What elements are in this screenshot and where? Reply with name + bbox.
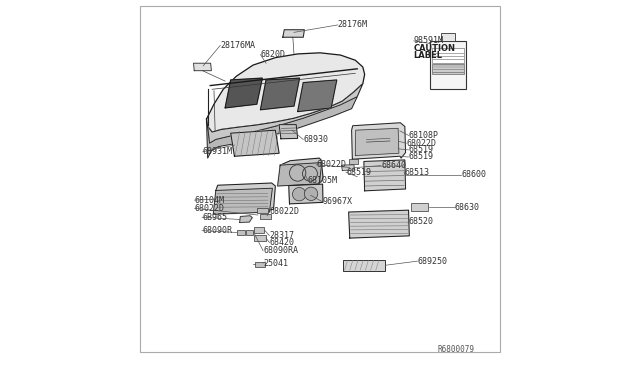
Text: 6820D: 6820D [260,50,285,59]
Bar [433,65,463,68]
Text: 68519: 68519 [408,145,433,154]
Polygon shape [289,184,323,204]
Bar [260,214,271,219]
Bar [433,69,463,70]
Polygon shape [225,78,262,108]
Bar [431,41,466,89]
Bar [433,48,465,63]
Polygon shape [355,128,399,155]
Bar [433,64,465,74]
Text: 28176M: 28176M [338,20,368,29]
Polygon shape [349,210,410,238]
Polygon shape [278,163,322,186]
Polygon shape [283,30,305,37]
Bar [441,33,456,41]
Text: 28317: 28317 [269,231,294,240]
Polygon shape [215,183,275,212]
Bar [237,230,245,235]
Text: CAUTION: CAUTION [413,44,456,53]
Text: 68600: 68600 [461,170,486,179]
Text: 68104M: 68104M [195,196,225,205]
Polygon shape [279,158,323,184]
Text: 6B965: 6B965 [202,213,227,222]
Polygon shape [279,125,298,139]
Text: 68931M: 68931M [203,147,233,156]
Text: 689250: 689250 [417,257,447,266]
Text: 68022D: 68022D [406,139,436,148]
Text: 68108P: 68108P [408,131,438,140]
Text: 68022D: 68022D [269,207,300,216]
Text: 68105M: 68105M [308,176,338,185]
Text: LABEL: LABEL [413,51,443,60]
Bar [349,159,358,164]
Text: 68513: 68513 [404,168,429,177]
Circle shape [305,187,318,201]
Text: 68519: 68519 [408,153,433,161]
Text: 68090R: 68090R [202,226,232,235]
Bar [433,59,463,60]
Text: 68022D: 68022D [195,204,225,213]
Bar [255,262,266,267]
Text: 68930: 68930 [303,135,328,144]
Bar [254,227,264,233]
Polygon shape [298,80,337,112]
Polygon shape [193,63,211,71]
Text: 25041: 25041 [263,259,288,267]
Text: 28176MA: 28176MA [220,41,255,50]
Polygon shape [351,123,406,159]
Circle shape [292,187,306,201]
Bar [343,260,385,271]
Bar [254,235,266,241]
Text: 68022D: 68022D [316,160,346,169]
Polygon shape [207,97,357,158]
Text: 68090RA: 68090RA [263,246,298,255]
Text: 68520: 68520 [408,217,433,226]
Polygon shape [364,160,406,191]
Polygon shape [207,53,365,132]
Text: 68420: 68420 [269,238,294,247]
Polygon shape [239,216,252,222]
Text: 68630: 68630 [454,203,479,212]
Bar [433,72,463,73]
Bar [433,56,463,57]
Polygon shape [213,188,273,214]
Text: 96967X: 96967X [322,197,352,206]
Text: 68640: 68640 [381,161,406,170]
Polygon shape [207,84,363,143]
Text: 68519: 68519 [346,168,371,177]
Bar [433,53,463,54]
Text: 98591M: 98591M [413,36,444,45]
Text: R6800079: R6800079 [437,345,474,354]
Polygon shape [342,165,355,170]
Bar [257,208,268,213]
Bar [411,203,428,211]
Polygon shape [231,130,279,156]
Bar [246,230,253,235]
Polygon shape [260,78,300,110]
